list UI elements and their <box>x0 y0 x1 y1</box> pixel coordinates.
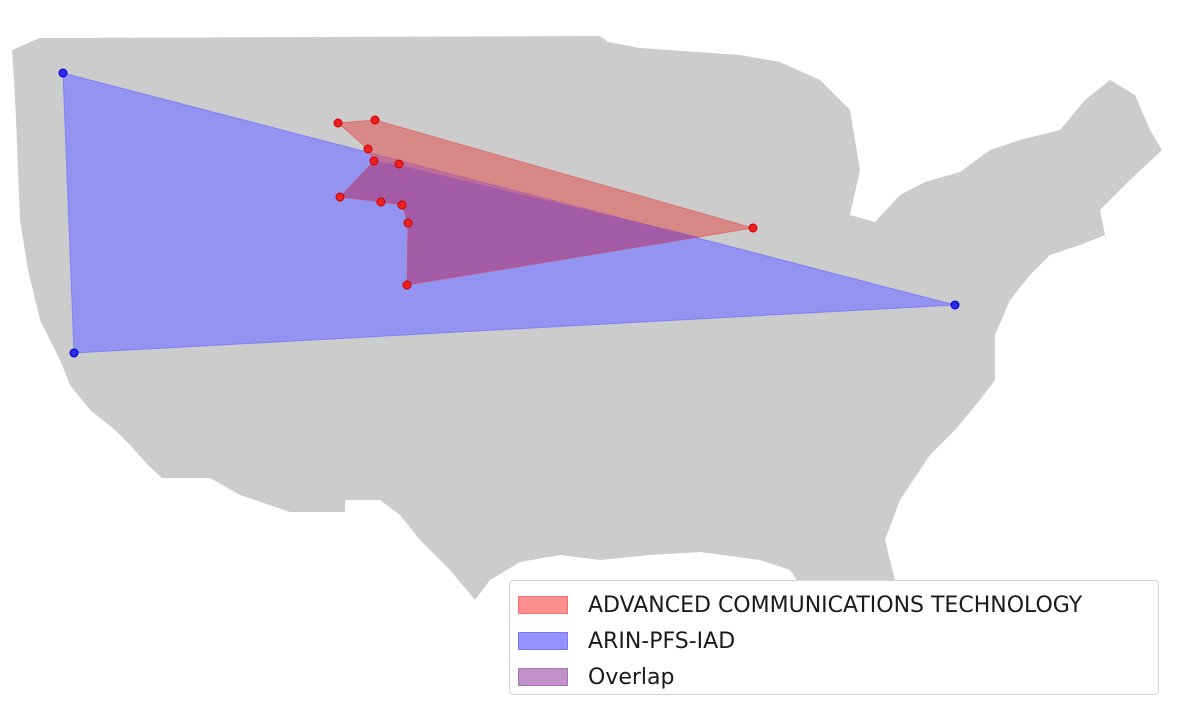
legend-item-arin: ARIN-PFS-IAD <box>518 623 1150 659</box>
act-point <box>333 118 343 128</box>
act-points <box>333 115 758 290</box>
act-point <box>397 200 407 210</box>
arin-point <box>950 300 960 310</box>
act-point <box>402 280 412 290</box>
legend-swatch-overlap <box>518 668 568 686</box>
act-point <box>748 223 758 233</box>
act-point <box>376 197 386 207</box>
act-point <box>369 156 379 166</box>
arin-points <box>58 68 960 358</box>
legend-item-overlap: Overlap <box>518 659 1150 695</box>
legend-item-act: ADVANCED COMMUNICATIONS TECHNOLOGY <box>518 587 1150 623</box>
legend-label-arin: ARIN-PFS-IAD <box>588 628 736 654</box>
act-point <box>363 144 373 154</box>
overlap-region <box>340 161 700 285</box>
legend-swatch-act <box>518 596 568 614</box>
legend: ADVANCED COMMUNICATIONS TECHNOLOGY ARIN-… <box>509 580 1159 695</box>
legend-label-overlap: Overlap <box>588 664 675 690</box>
legend-swatch-arin <box>518 632 568 650</box>
act-point <box>394 159 404 169</box>
arin-point <box>58 68 68 78</box>
arin-point <box>69 348 79 358</box>
legend-label-act: ADVANCED COMMUNICATIONS TECHNOLOGY <box>588 592 1083 618</box>
act-point <box>335 192 345 202</box>
act-point <box>370 115 380 125</box>
act-point <box>403 218 413 228</box>
